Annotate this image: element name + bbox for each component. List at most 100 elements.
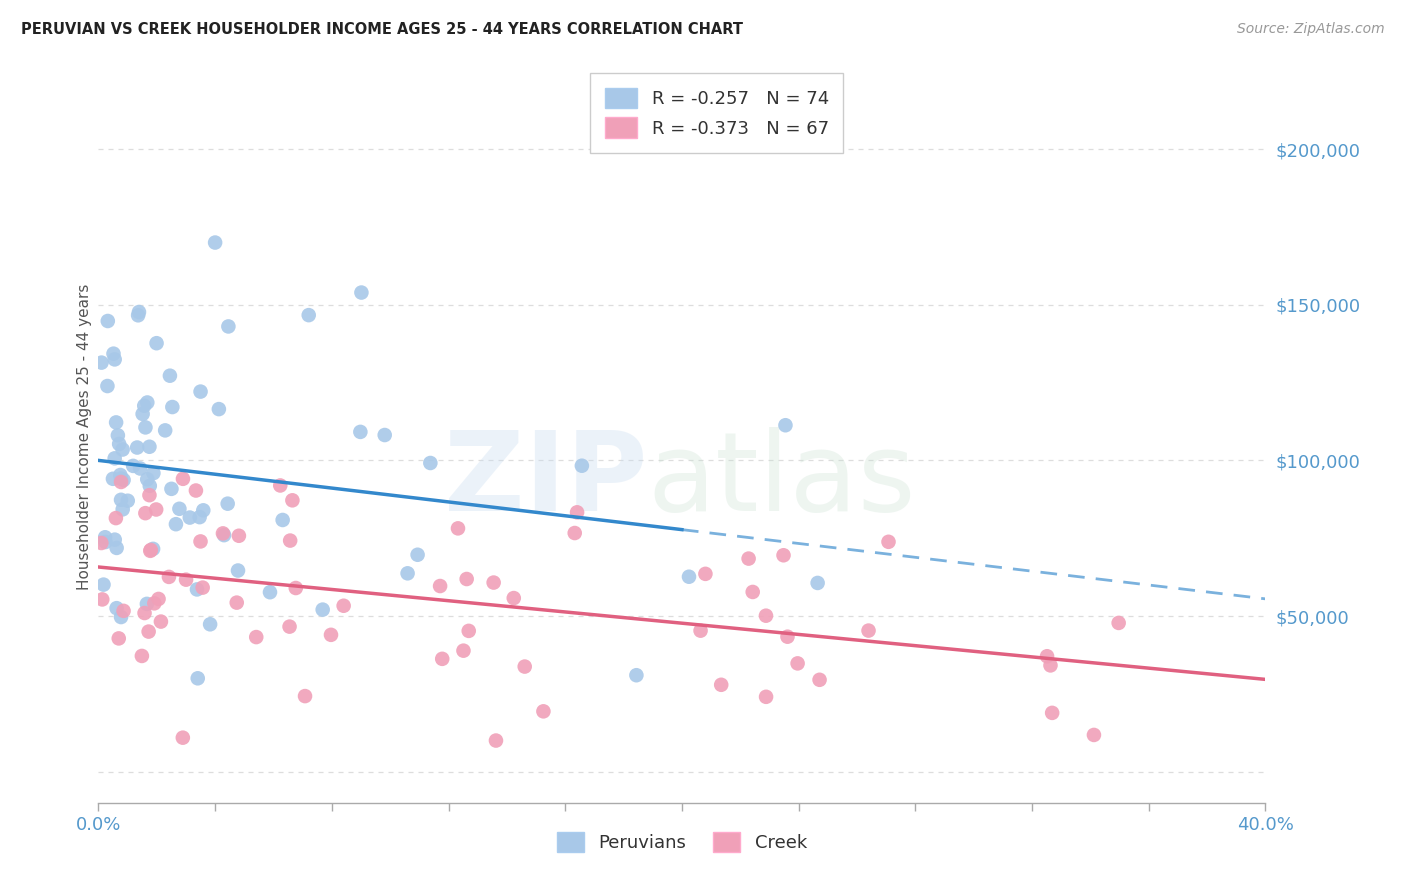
Point [186, 582, 208, 597]
Point [312, 602, 335, 616]
Point [149, 615, 172, 629]
Point [111, 442, 134, 457]
Point [127, 441, 149, 455]
Point [142, 466, 165, 480]
Point [110, 610, 132, 624]
Point [129, 461, 152, 475]
Point [198, 617, 221, 632]
Point [104, 451, 127, 466]
Point [513, 659, 536, 673]
Point [136, 395, 159, 409]
Point [204, 235, 226, 250]
Point [90, 356, 112, 370]
Point [93, 577, 115, 591]
Point [502, 591, 524, 605]
Point [786, 657, 808, 671]
Point [184, 483, 207, 498]
Point [808, 673, 831, 687]
Point [710, 678, 733, 692]
Point [212, 528, 235, 542]
Point [110, 468, 132, 483]
Point [482, 575, 505, 590]
Point [807, 576, 830, 591]
Point [105, 601, 128, 615]
Point [191, 581, 214, 595]
Point [139, 544, 162, 558]
Point [111, 502, 134, 516]
Point [108, 437, 131, 451]
Point [877, 534, 900, 549]
Point [172, 731, 194, 745]
Point [97, 314, 120, 328]
Point [695, 566, 717, 581]
Point [104, 352, 127, 367]
Point [157, 570, 180, 584]
Point [138, 440, 160, 454]
Point [1108, 615, 1130, 630]
Text: Source: ZipAtlas.com: Source: ZipAtlas.com [1237, 22, 1385, 37]
Point [1036, 649, 1059, 664]
Point [689, 624, 711, 638]
Point [103, 346, 125, 360]
Point [122, 458, 145, 473]
Point [456, 572, 478, 586]
Point [245, 630, 267, 644]
Point [278, 619, 301, 633]
Point [269, 478, 291, 492]
Point [90, 536, 112, 550]
Point [1039, 658, 1062, 673]
Point [626, 668, 648, 682]
Point [145, 502, 167, 516]
Point [281, 493, 304, 508]
Point [755, 608, 778, 623]
Text: ZIP: ZIP [443, 427, 647, 534]
Point [741, 585, 763, 599]
Point [153, 423, 176, 437]
Point [107, 428, 129, 442]
Point [110, 472, 132, 486]
Point [396, 566, 419, 581]
Point [775, 418, 797, 433]
Point [858, 624, 880, 638]
Point [531, 704, 554, 718]
Point [284, 581, 307, 595]
Point [212, 526, 235, 541]
Point [112, 604, 135, 618]
Point [447, 521, 470, 535]
Point [160, 482, 183, 496]
Point [271, 513, 294, 527]
Point [225, 596, 247, 610]
Point [135, 597, 157, 611]
Point [101, 472, 124, 486]
Point [159, 368, 181, 383]
Point [112, 473, 135, 487]
Point [162, 400, 184, 414]
Point [165, 517, 187, 532]
Point [145, 336, 167, 351]
Point [228, 529, 250, 543]
Point [350, 285, 373, 300]
Point [298, 308, 321, 322]
Point [94, 530, 117, 544]
Point [453, 643, 475, 657]
Point [134, 420, 156, 434]
Point [217, 319, 239, 334]
Point [91, 592, 114, 607]
Text: atlas: atlas [647, 427, 915, 534]
Point [138, 488, 160, 502]
Point [105, 416, 128, 430]
Point [419, 456, 441, 470]
Point [128, 305, 150, 319]
Point [429, 579, 451, 593]
Legend: Peruvians, Creek: Peruvians, Creek [550, 824, 814, 860]
Point [1083, 728, 1105, 742]
Point [117, 493, 139, 508]
Point [139, 479, 162, 493]
Point [485, 733, 508, 747]
Point [104, 511, 127, 525]
Point [169, 501, 191, 516]
Point [134, 506, 156, 520]
Point [332, 599, 354, 613]
Point [188, 510, 211, 524]
Point [571, 458, 593, 473]
